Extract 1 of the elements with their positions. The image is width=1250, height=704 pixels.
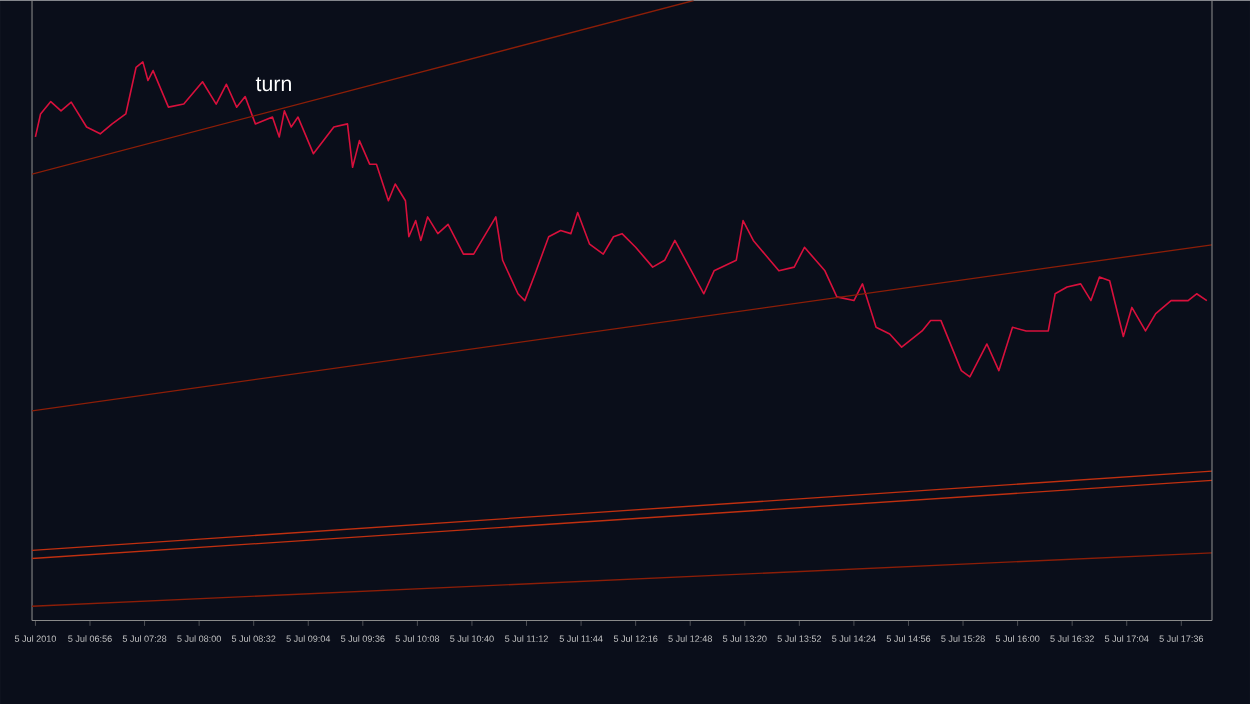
annotation: turn	[255, 76, 291, 91]
